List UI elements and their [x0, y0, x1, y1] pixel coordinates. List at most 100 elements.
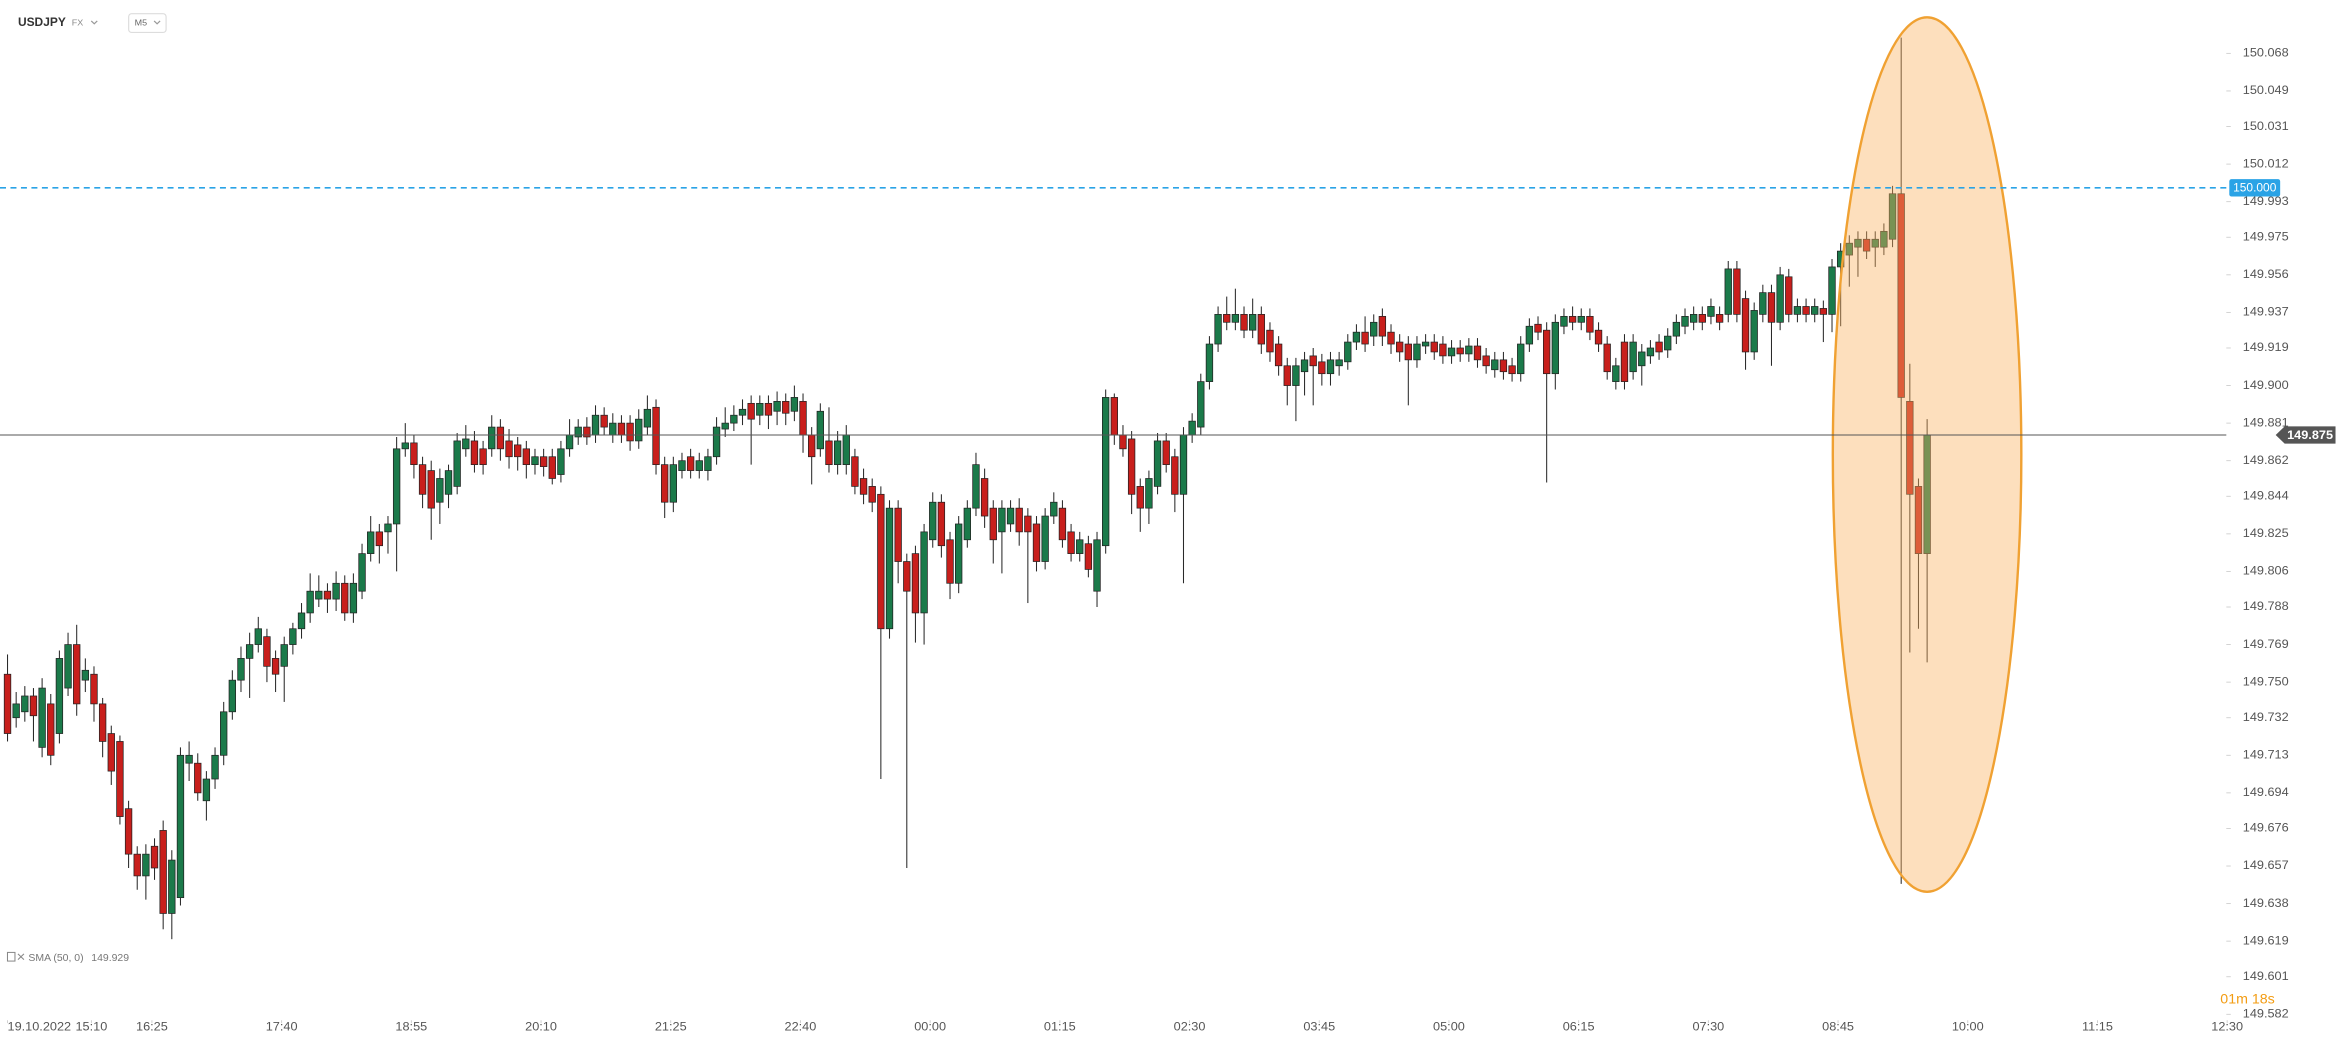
candle-body — [150, 845, 159, 869]
candle-body — [358, 553, 366, 592]
candle-body — [211, 754, 219, 780]
candle-body — [712, 426, 721, 458]
candle-body — [1274, 343, 1283, 367]
x-tick-label: 18:55 — [395, 1020, 427, 1034]
candle-body — [1491, 359, 1499, 371]
candle-body — [565, 434, 574, 450]
candle-body — [1136, 486, 1144, 509]
candle-body — [514, 444, 522, 458]
candle-body — [808, 434, 816, 458]
candle-body — [686, 456, 695, 471]
candle-body — [55, 658, 64, 734]
indicator-icon[interactable] — [6, 951, 16, 962]
y-tick-label: 149.694 — [2243, 785, 2289, 799]
x-tick-label: 02:30 — [1174, 1020, 1206, 1034]
candle-body — [254, 628, 262, 645]
candle-body — [1828, 266, 1836, 315]
y-tick-label: 150.068 — [2243, 46, 2289, 60]
candle-body — [1171, 456, 1179, 495]
candle-body — [73, 644, 81, 705]
market: FX — [72, 18, 84, 28]
candle-body — [1456, 347, 1464, 355]
candle-body — [1594, 329, 1603, 345]
timeframe[interactable]: M5 — [135, 18, 148, 28]
candle-body — [436, 478, 444, 503]
candle-body — [738, 408, 747, 416]
candle-body — [64, 644, 72, 689]
candle-body — [929, 501, 937, 541]
candle-body — [3, 673, 12, 734]
candle-body — [1361, 331, 1369, 345]
x-tick-label: 03:45 — [1303, 1020, 1335, 1034]
candle-body — [1465, 345, 1473, 355]
candle-body — [1067, 531, 1075, 554]
price-tag — [2275, 426, 2336, 444]
candle-body — [1231, 314, 1240, 323]
candle-body — [1577, 315, 1585, 323]
candle-body — [522, 448, 530, 466]
candle-body — [574, 426, 582, 438]
candle-body — [271, 658, 280, 675]
timeframe-box[interactable] — [128, 13, 167, 34]
candle-body — [220, 711, 228, 756]
candle-body — [1672, 321, 1681, 337]
overlay: 150.000 149.875 — [0, 179, 2336, 444]
candle-body — [444, 470, 453, 495]
candle-body — [652, 406, 660, 466]
candle-body — [1897, 193, 1905, 398]
candle-body — [1240, 314, 1248, 331]
y-tick-label: 149.619 — [2243, 934, 2289, 948]
candle-body — [1776, 274, 1784, 323]
y-tick-label: 149.862 — [2243, 453, 2289, 467]
x-tick-label: 22:40 — [785, 1020, 817, 1034]
candle-body — [583, 426, 591, 438]
candle-body — [1508, 365, 1516, 375]
candle-body — [1378, 315, 1387, 337]
candle-body — [946, 539, 954, 584]
candle-body — [1050, 501, 1058, 517]
candle-body — [1586, 315, 1594, 333]
candle-body — [1655, 341, 1663, 353]
x-tick-label: 10:00 — [1952, 1020, 1984, 1034]
y-tick-label: 150.031 — [2243, 119, 2289, 133]
candle-body — [1421, 341, 1430, 347]
candle-body — [1560, 315, 1568, 327]
candle-body — [903, 561, 911, 592]
candle-body — [1707, 306, 1715, 317]
x-tick-label: 08:45 — [1822, 1020, 1854, 1034]
candle-body — [937, 501, 946, 547]
candle-body — [963, 507, 971, 541]
timeframe-caret — [153, 20, 161, 25]
x-tick-label: 19.10.2022 — [8, 1020, 72, 1034]
candle-body — [1024, 515, 1032, 533]
candle-body — [1102, 397, 1110, 547]
candle-body — [384, 523, 392, 533]
candle-body — [557, 448, 565, 475]
candle-body — [341, 582, 349, 614]
candle-body — [1439, 343, 1447, 357]
candle-body — [306, 590, 314, 614]
candle-body — [617, 422, 626, 436]
x-tick-label: 00:00 — [914, 1020, 946, 1034]
candle-body — [635, 418, 643, 442]
candle-body — [1032, 523, 1041, 562]
plot-area: 150.068 150.049 150.031 150.012 149.993 149.9… — [3, 37, 2289, 1034]
candle-body — [107, 733, 115, 772]
candle-body — [1785, 276, 1793, 315]
symbol[interactable]: USDJPY — [18, 16, 66, 29]
candle-body — [1733, 268, 1741, 315]
x-tick-label: 16:25 — [136, 1020, 168, 1034]
highlight-ellipse — [1831, 16, 2023, 893]
candle-body — [168, 859, 176, 914]
candle-body — [488, 426, 496, 450]
y-tick-label: 149.713 — [2243, 748, 2289, 762]
candle-body — [1612, 365, 1620, 382]
candle-body — [1517, 343, 1525, 375]
x-tick-label: 21:25 — [655, 1020, 687, 1034]
candle-body — [1249, 314, 1257, 331]
candle-body — [825, 440, 833, 466]
candle-body — [38, 687, 46, 748]
candle-body — [12, 703, 20, 719]
candle-body — [600, 414, 608, 428]
indicator-close[interactable] — [17, 953, 25, 960]
